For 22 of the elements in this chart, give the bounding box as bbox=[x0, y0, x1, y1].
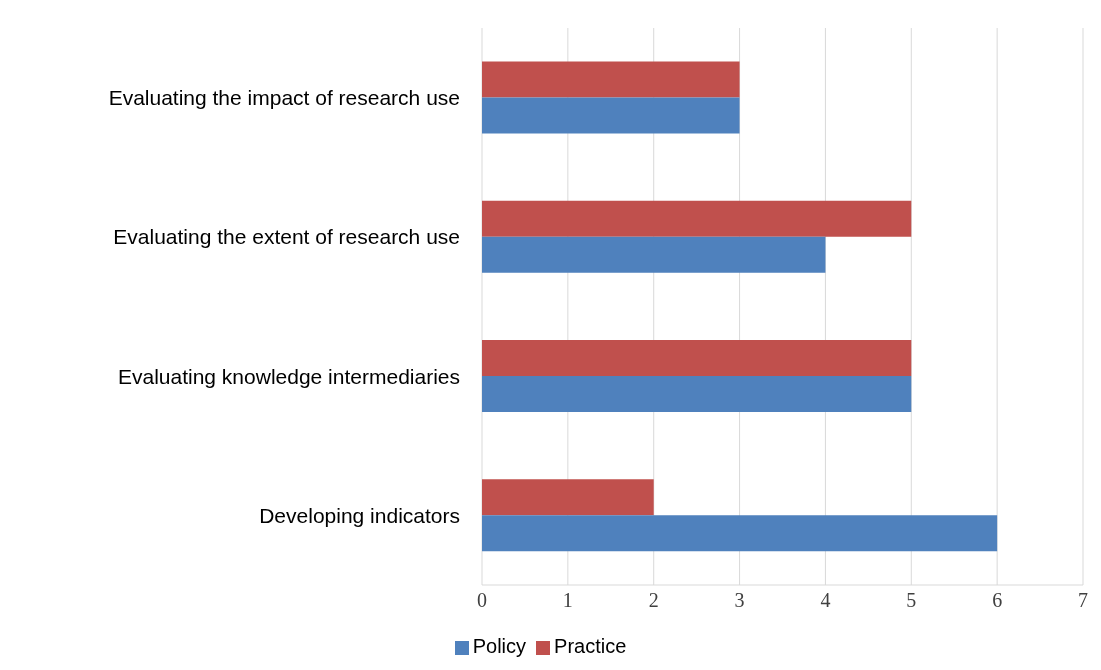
x-tick-label: 6 bbox=[992, 589, 1003, 612]
bar bbox=[482, 479, 654, 516]
bar bbox=[482, 97, 740, 134]
bar bbox=[482, 375, 912, 412]
x-tick-label: 3 bbox=[734, 589, 745, 612]
legend-label: Policy bbox=[472, 635, 527, 657]
x-tick-label: 5 bbox=[906, 589, 917, 612]
x-tick-label: 1 bbox=[562, 589, 573, 612]
bar bbox=[482, 339, 912, 376]
x-tick-label: 0 bbox=[477, 589, 487, 612]
x-tick-label: 4 bbox=[820, 589, 831, 612]
bar bbox=[482, 61, 740, 98]
y-tick-label: Evaluating knowledge intermediaries bbox=[117, 364, 460, 388]
y-tick-label: Developing indicators bbox=[259, 503, 460, 527]
bar bbox=[482, 236, 826, 273]
bar bbox=[482, 200, 912, 237]
legend-label: Practice bbox=[554, 635, 627, 657]
y-tick-label: Evaluating the impact of research use bbox=[108, 86, 460, 110]
bar bbox=[482, 515, 998, 552]
x-tick-label: 2 bbox=[648, 589, 659, 612]
x-tick-label: 7 bbox=[1078, 589, 1088, 612]
y-tick-label: Evaluating the extent of research use bbox=[113, 225, 460, 249]
